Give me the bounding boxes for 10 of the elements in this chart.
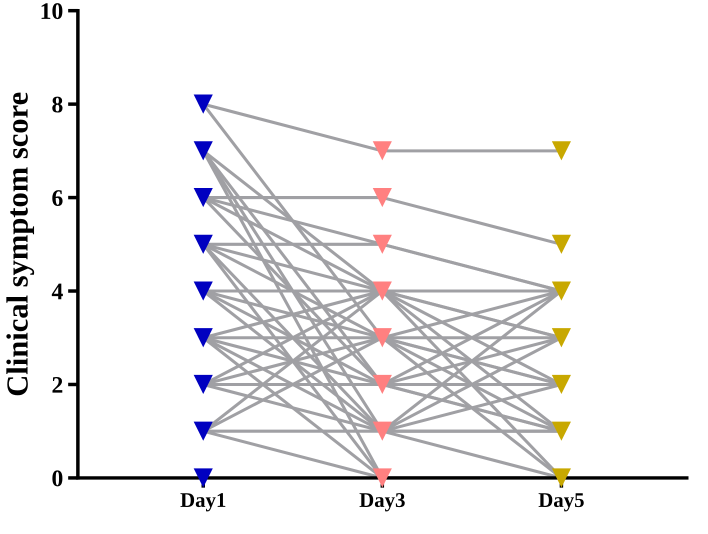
y-tick-label: 2: [52, 377, 62, 393]
y-tick-label: 10: [42, 3, 62, 20]
y-axis-title: Clinical symptom score: [6, 92, 34, 396]
y-tick-label: 6: [52, 190, 63, 206]
x-tick-label: Day5: [538, 493, 584, 512]
y-tick-label: 8: [52, 96, 63, 113]
y-tick-label: 0: [52, 470, 62, 486]
y-tick-label: 4: [52, 284, 63, 300]
x-tick-label: Day1: [180, 493, 226, 512]
x-tick-label: Day3: [360, 493, 405, 512]
